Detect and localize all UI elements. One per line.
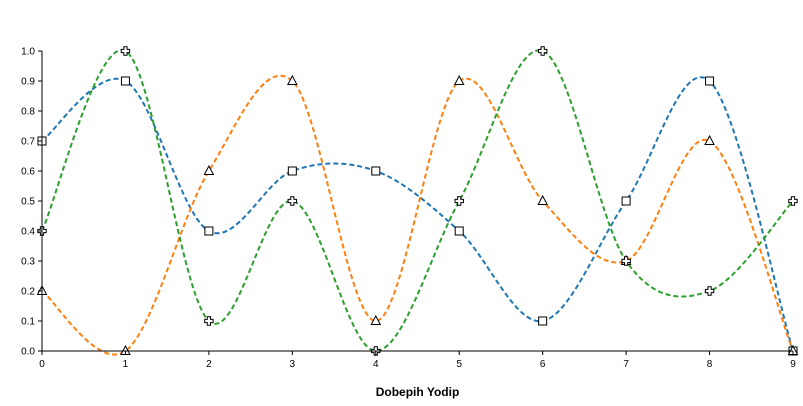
series-line-2 [41,74,794,356]
square-marker [120,76,130,86]
cross-marker [621,256,631,266]
square-marker [621,196,631,206]
x-tick-label: 2 [206,359,212,370]
cross-marker [788,196,798,206]
x-tick-label: 6 [540,359,546,370]
triangle-marker [537,194,548,205]
y-tick-label: 0.8 [21,107,35,118]
x-axis-title: Dobepih Yodip [376,385,460,399]
cross-marker [537,46,548,56]
y-tick-label: 0.1 [21,317,35,328]
y-tick-label: 0.2 [21,287,35,298]
y-tick-label: 0.6 [21,167,35,178]
x-tick-label: 5 [456,359,462,370]
axes-layer [41,51,793,352]
x-tick-label: 1 [123,359,129,370]
y-tick-label: 0.7 [21,137,35,148]
triangle-marker [287,74,298,85]
cross-marker [204,316,214,326]
series-layer [41,49,794,356]
triangle-marker [453,74,465,85]
square-marker [204,226,214,236]
y-tick-label: 0.5 [21,197,35,208]
x-ticks: 0 1 2 3 4 5 6 7 8 9 [39,351,796,370]
cross-marker [454,196,464,206]
square-marker [538,316,548,326]
x-tick-label: 9 [790,359,796,370]
cross-marker [120,46,131,56]
x-tick-label: 7 [623,359,629,370]
x-tick-label: 0 [39,359,45,370]
triangle-marker [704,134,715,145]
square-marker [705,76,715,86]
cross-marker [704,286,715,296]
series-line-1 [41,76,794,352]
cross-marker [287,196,298,206]
y-tick-label: 1.0 [21,47,35,58]
square-marker [454,226,464,236]
y-tick-label: 0.9 [21,77,35,88]
x-tick-label: 4 [373,359,379,370]
triangle-marker [370,314,382,325]
y-tick-label: 0.0 [21,347,35,358]
y-tick-label: 0.4 [21,227,35,238]
square-marker [287,166,297,176]
y-tick-label: 0.3 [21,257,35,268]
square-marker [371,166,381,176]
x-tick-label: 3 [290,359,296,370]
series-line-3 [41,49,794,353]
triangle-marker [203,164,215,175]
y-ticks: 0.0 0.1 0.2 0.3 0.4 0.5 0.6 0.7 0.8 0.9 1.0 [21,47,42,358]
x-tick-label: 8 [707,359,713,370]
